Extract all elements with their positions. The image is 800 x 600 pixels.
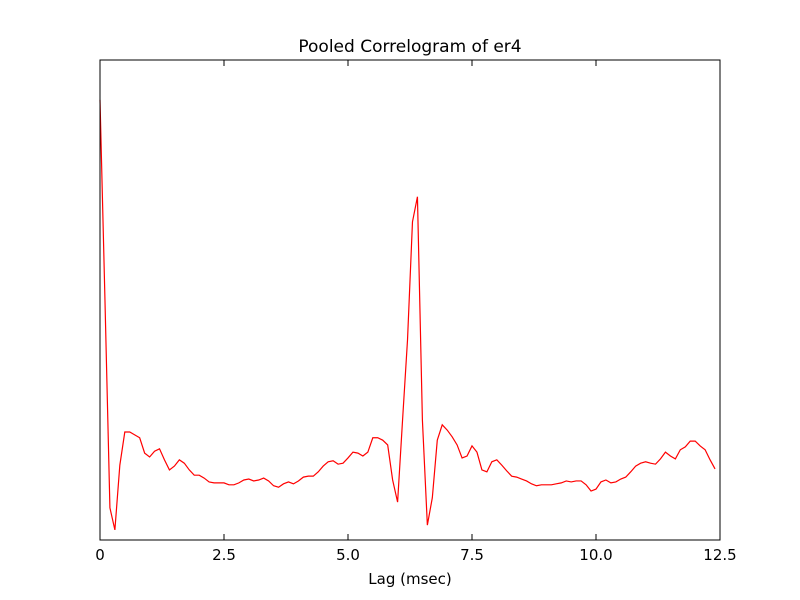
x-tick-label: 5.0 <box>336 546 360 564</box>
x-tick-label: 7.5 <box>460 546 484 564</box>
x-tick-label: 10.0 <box>579 546 612 564</box>
x-tick-label: 12.5 <box>703 546 736 564</box>
x-tick-label: 2.5 <box>212 546 236 564</box>
plot-frame <box>99 59 721 541</box>
x-axis-label: Lag (msec) <box>368 570 451 588</box>
chart-title: Pooled Correlogram of er4 <box>298 37 521 57</box>
x-tick-label: 0 <box>95 546 105 564</box>
data-line <box>99 99 716 531</box>
